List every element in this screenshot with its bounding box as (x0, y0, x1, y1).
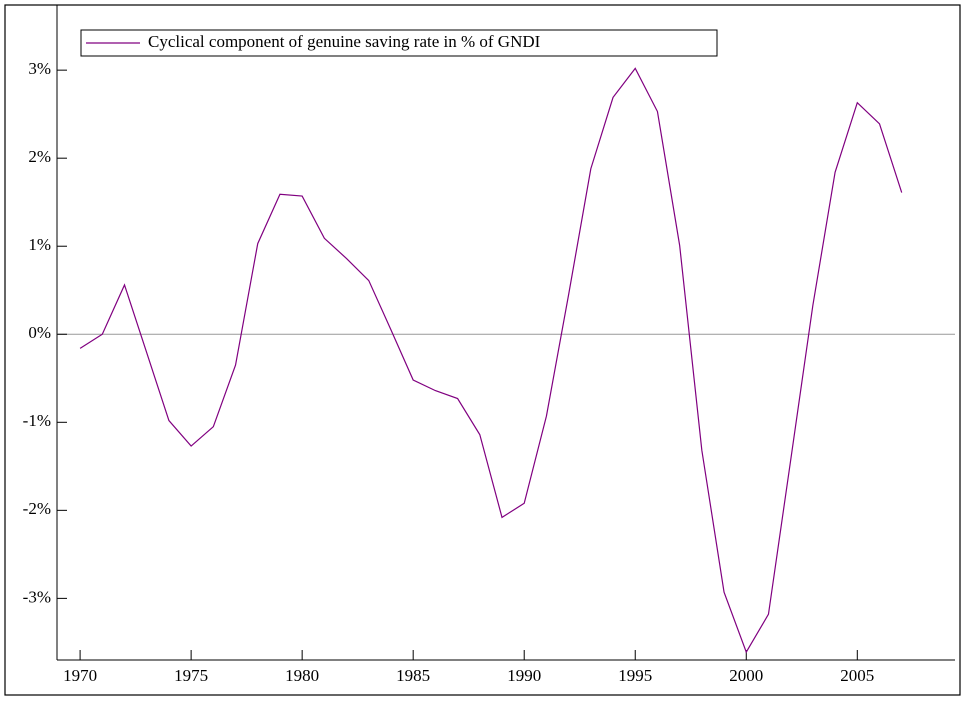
legend-label: Cyclical component of genuine saving rat… (148, 32, 541, 51)
x-tick-label: 1990 (507, 666, 541, 685)
y-tick-label: 1% (28, 235, 51, 254)
line-series (79, 67, 903, 654)
x-tick-label: 1980 (285, 666, 319, 685)
y-tick-label: 3% (28, 59, 51, 78)
x-tick-label: 1970 (63, 666, 97, 685)
y-tick-label: 2% (28, 147, 51, 166)
y-tick-label: 0% (28, 323, 51, 342)
y-tick-label: -1% (23, 411, 51, 430)
x-tick-label: 1975 (174, 666, 208, 685)
x-tick-label: 2000 (729, 666, 763, 685)
y-tick-label: -3% (23, 587, 51, 606)
x-tick-label: 2005 (840, 666, 874, 685)
y-tick-label: -2% (23, 499, 51, 518)
legend-box (80, 29, 718, 57)
x-tick-label: 1985 (396, 666, 430, 685)
frame (4, 4, 961, 696)
x-tick-label: 1995 (618, 666, 652, 685)
